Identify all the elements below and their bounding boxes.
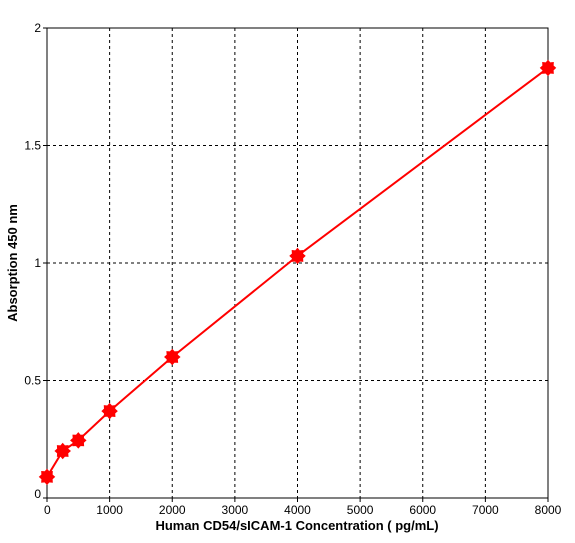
x-tick-label: 7000 <box>472 503 499 517</box>
x-tick-label: 8000 <box>535 503 562 517</box>
x-tick-label: 5000 <box>347 503 374 517</box>
y-tick-label: 1 <box>34 256 41 270</box>
data-point-marker <box>54 442 71 460</box>
x-tick-labels: 0 1000 2000 3000 4000 5000 6000 7000 8000 <box>44 503 562 517</box>
grid-lines <box>47 28 548 498</box>
y-axis-label: Absorption 450 nm <box>5 204 20 322</box>
x-tick-label: 3000 <box>222 503 249 517</box>
y-tick-label: 0 <box>34 487 41 501</box>
x-tick-label: 2000 <box>159 503 186 517</box>
data-point-marker <box>70 432 87 449</box>
data-point-marker <box>164 348 181 366</box>
x-tick-label: 1000 <box>96 503 123 517</box>
data-point-marker <box>539 59 557 77</box>
y-tick-label: 1.5 <box>24 139 41 153</box>
x-tick-label: 6000 <box>409 503 436 517</box>
data-point-marker <box>38 468 56 486</box>
tick-marks <box>43 27 549 502</box>
series-group <box>38 59 557 486</box>
y-tick-label: 2 <box>34 21 41 35</box>
y-tick-label: 0.5 <box>24 374 41 388</box>
x-axis-label: Human CD54/sICAM-1 Concentration ( pg/mL… <box>155 518 438 533</box>
x-tick-label: 0 <box>44 503 51 517</box>
y-tick-labels: 0 0.5 1 1.5 2 <box>24 21 41 501</box>
data-point-marker <box>289 247 306 265</box>
data-point-marker <box>101 402 118 420</box>
x-tick-label: 4000 <box>284 503 311 517</box>
